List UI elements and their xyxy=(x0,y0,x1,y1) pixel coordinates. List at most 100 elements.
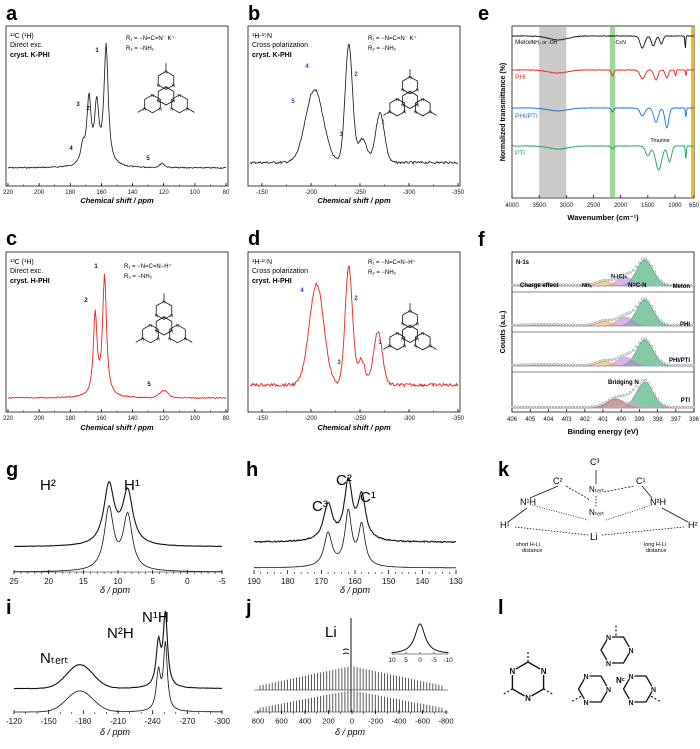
x-axis-ticks: 220 200 180 160 140 120 100 80 xyxy=(3,409,230,422)
atom-label: C¹ xyxy=(636,476,646,486)
ring xyxy=(169,324,186,344)
tick-label: 80 xyxy=(223,190,230,196)
data-point xyxy=(531,283,535,286)
data-point xyxy=(589,322,593,326)
data-point xyxy=(568,363,571,367)
peak-number: 1 xyxy=(381,120,385,126)
tick-label: 401 xyxy=(598,417,609,423)
deconvolution-line xyxy=(14,504,222,573)
data-point xyxy=(632,308,635,312)
tick-label: -180 xyxy=(75,717,92,726)
atom-label: N²H xyxy=(650,497,666,507)
data-point xyxy=(565,405,568,409)
data-point xyxy=(580,283,584,287)
data-point xyxy=(610,278,614,282)
bond xyxy=(650,695,661,702)
data-point xyxy=(616,276,620,280)
data-point xyxy=(622,273,626,277)
li-coordination-diagram xyxy=(507,470,689,536)
ring-atom: N xyxy=(159,106,162,111)
component-label: Charge effect xyxy=(520,283,558,289)
data-point xyxy=(592,282,596,285)
ring-atom: N xyxy=(403,110,406,115)
tick-label: -350 xyxy=(452,416,465,422)
tick-label: -150 xyxy=(256,190,269,196)
bond xyxy=(529,485,559,499)
data-point xyxy=(556,283,559,286)
data-point xyxy=(550,362,553,366)
data-point xyxy=(680,323,684,327)
data-point xyxy=(659,319,662,323)
ring-atom: N xyxy=(408,309,411,314)
data-point xyxy=(598,279,602,283)
data-point xyxy=(647,300,650,303)
peak-number: 2 xyxy=(84,298,88,304)
bond xyxy=(641,485,653,499)
data-point xyxy=(638,261,641,265)
data-point xyxy=(668,363,672,367)
panel-k: k C² C³ C¹ N¹H Nₜₑᵣₜ Nₜₑᵣₜ N²H H¹ H² Li … xyxy=(498,457,698,554)
tick-label: 25 xyxy=(10,577,19,586)
data-point xyxy=(677,323,681,327)
peak-labels: 1 2 5 xyxy=(84,264,151,388)
panel-l: l N N N N N N N N N N N N Nᶜ xyxy=(498,597,661,707)
panel-f: f N-1s Charge effect -NHₓ N-(C)₃ N=C-N B… xyxy=(478,229,700,436)
data-point xyxy=(626,272,629,275)
data-point xyxy=(553,405,556,409)
data-point xyxy=(692,283,696,287)
data-point xyxy=(677,283,681,287)
atom-label: Nₜₑᵣₜ xyxy=(589,485,604,494)
series-label: PTI xyxy=(515,150,525,157)
x-axis-ticks: 800 600 400 200 0 -200 -400 -600 -800 xyxy=(252,710,454,726)
tick-label: 140 xyxy=(128,416,139,422)
data-point xyxy=(544,322,547,326)
tick-label: 140 xyxy=(416,577,430,586)
data-point xyxy=(595,361,599,364)
data-point xyxy=(692,323,696,327)
peak-label: C³ xyxy=(312,498,328,515)
plot-frame xyxy=(5,25,229,187)
data-point xyxy=(629,391,632,394)
data-point xyxy=(662,281,666,285)
data-point xyxy=(535,322,538,326)
data-point xyxy=(644,378,647,382)
ring-atom: N xyxy=(157,83,160,88)
ring-atom: N xyxy=(606,661,611,668)
spectrum-line xyxy=(13,610,223,690)
info-line-2: Direct exc. xyxy=(10,268,43,275)
ring-atom: N xyxy=(162,299,165,304)
ring-atom: N xyxy=(416,102,419,107)
r1-definition: R₁ = −N=C=N−H⁺ xyxy=(368,259,416,266)
data-point xyxy=(650,344,653,348)
info-line-1: ¹H-¹⁵N xyxy=(252,33,272,40)
data-point xyxy=(516,405,520,409)
x-axis-label: Binding energy (eV) xyxy=(568,427,639,436)
data-point xyxy=(656,315,659,319)
data-point xyxy=(677,405,681,409)
data-point xyxy=(622,353,626,357)
series-label: PHI xyxy=(515,74,526,81)
ring-atom: N xyxy=(416,88,419,93)
x-axis-label: Chemical shift / ppm xyxy=(317,196,391,205)
data-point xyxy=(613,357,617,361)
data-point xyxy=(586,363,590,367)
data-point xyxy=(653,270,656,274)
data-point xyxy=(668,405,672,409)
data-point xyxy=(686,323,690,327)
ring xyxy=(157,70,175,90)
ring-atom: N xyxy=(141,336,144,341)
data-point xyxy=(686,283,690,287)
tick-label: 180 xyxy=(65,190,76,196)
data-point xyxy=(528,323,532,326)
x-axis-label: Chemical shift / ppm xyxy=(80,423,154,432)
data-point xyxy=(589,282,593,286)
data-point xyxy=(562,405,565,409)
series-label: PHI xyxy=(680,322,690,328)
data-point xyxy=(629,311,632,314)
data-point xyxy=(662,321,666,325)
data-point xyxy=(635,265,638,269)
data-point xyxy=(674,405,678,409)
tick-label: 406 xyxy=(507,417,518,423)
